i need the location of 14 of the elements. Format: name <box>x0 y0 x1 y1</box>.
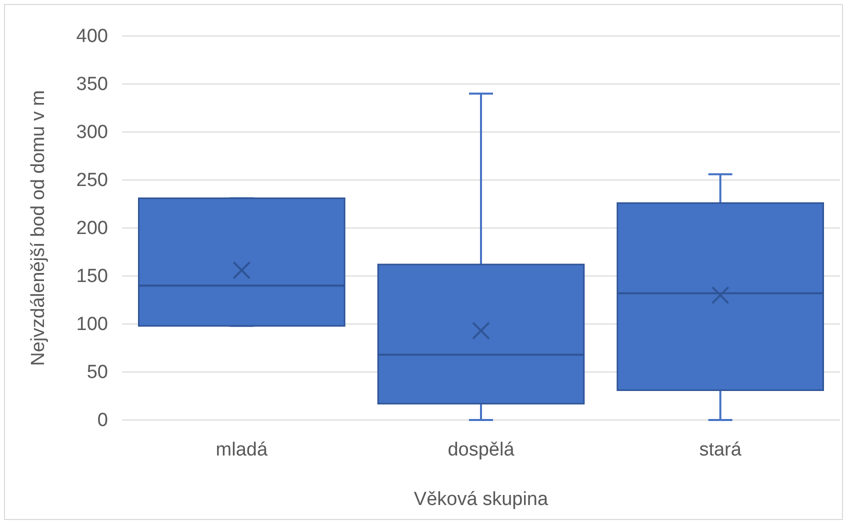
y-tick-label: 0 <box>97 410 108 432</box>
y-tick-label: 150 <box>76 266 108 288</box>
x-tick-label: mladá <box>216 439 268 460</box>
y-tick-label: 250 <box>76 170 108 192</box>
y-tick-label: 350 <box>76 74 108 96</box>
x-tick-label: dospělá <box>448 439 515 460</box>
y-tick-label: 300 <box>76 122 108 144</box>
y-tick-label: 50 <box>86 362 108 384</box>
y-tick-label: 400 <box>76 26 108 48</box>
y-tick-label: 100 <box>76 314 108 336</box>
y-axis-title: Nejvzdálenější bod od domu v m <box>28 90 49 366</box>
y-tick-label: 200 <box>76 218 108 240</box>
x-axis-title: Věková skupina <box>414 489 548 510</box>
x-tick-label: stará <box>699 439 742 460</box>
